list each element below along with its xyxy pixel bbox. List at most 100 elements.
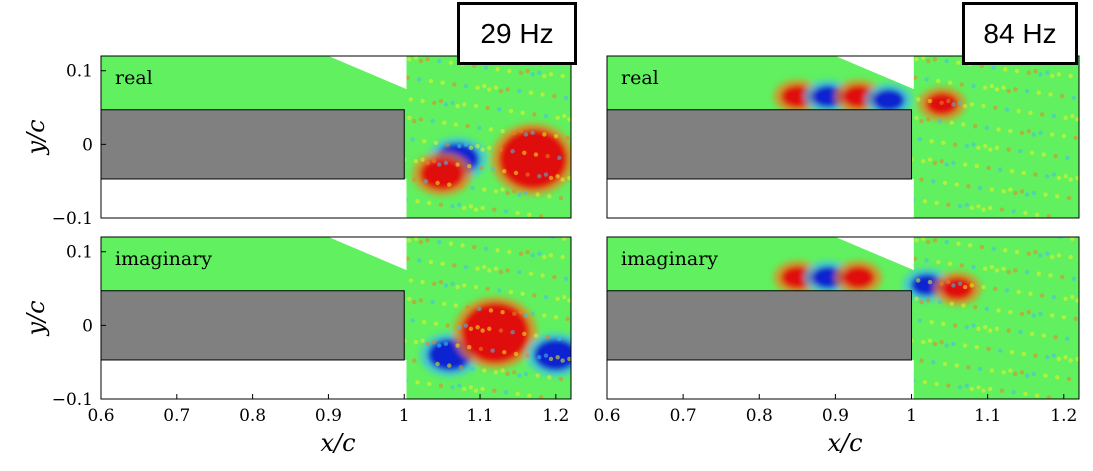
noise-speck xyxy=(500,128,505,134)
masked-region-bottom xyxy=(607,359,914,399)
noise-speck xyxy=(547,194,552,199)
noise-speck xyxy=(523,190,529,196)
noise-speck xyxy=(1050,132,1055,137)
noise-speck xyxy=(455,284,460,290)
noise-speck xyxy=(415,380,420,385)
noise-speck xyxy=(435,361,440,367)
noise-speck xyxy=(540,273,545,278)
noise-speck xyxy=(565,316,570,322)
noise-speck xyxy=(475,324,480,330)
noise-speck xyxy=(555,296,560,301)
noise-speck xyxy=(467,164,472,169)
noise-speck xyxy=(460,243,465,248)
airfoil-body xyxy=(101,109,405,180)
noise-speck xyxy=(470,366,475,372)
noise-speck xyxy=(954,182,959,187)
noise-speck xyxy=(1048,273,1053,278)
noise-speck xyxy=(542,254,547,260)
noise-speck xyxy=(1033,353,1038,358)
noise-speck xyxy=(1065,155,1070,161)
x-axis-label: x/c xyxy=(320,429,355,457)
masked-region-bottom xyxy=(101,178,407,218)
noise-speck xyxy=(1021,170,1026,176)
noise-speck xyxy=(952,142,958,147)
noise-speck xyxy=(477,125,482,131)
noise-speck xyxy=(455,343,460,348)
noise-speck xyxy=(407,238,412,243)
noise-speck xyxy=(552,274,557,280)
noise-speck xyxy=(1056,356,1062,362)
noise-speck xyxy=(998,348,1003,353)
noise-speck xyxy=(445,323,450,328)
frequency-label-29hz: 29 Hz xyxy=(457,2,577,65)
noise-speck xyxy=(1001,370,1006,375)
noise-speck xyxy=(1033,68,1038,74)
noise-speck xyxy=(547,375,552,380)
noise-speck xyxy=(944,162,949,167)
noise-speck xyxy=(927,98,933,104)
x-tick-label: 0.7 xyxy=(163,406,190,426)
airfoil-body xyxy=(607,109,913,180)
noise-speck xyxy=(971,264,976,270)
noise-speck xyxy=(505,190,510,196)
noise-speck xyxy=(455,162,460,167)
noise-speck xyxy=(1051,113,1057,119)
noise-speck xyxy=(457,324,462,330)
noise-speck xyxy=(1070,294,1075,300)
noise-speck xyxy=(988,386,993,392)
noise-speck xyxy=(983,266,988,271)
x-tick-label: 0.9 xyxy=(315,406,342,426)
noise-speck xyxy=(462,283,467,288)
noise-speck xyxy=(483,65,489,70)
noise-speck xyxy=(921,340,926,345)
noise-speck xyxy=(1041,152,1047,157)
noise-speck xyxy=(972,304,978,310)
noise-speck xyxy=(555,355,560,360)
noise-speck xyxy=(1013,190,1018,196)
noise-speck xyxy=(967,243,973,248)
x-tick-label: 0.6 xyxy=(593,406,620,426)
noise-speck xyxy=(981,103,986,109)
noise-speck xyxy=(951,341,956,347)
noise-speck xyxy=(563,276,569,281)
noise-speck xyxy=(988,205,993,211)
noise-speck xyxy=(488,308,494,313)
noise-speck xyxy=(1075,298,1079,303)
noise-speck xyxy=(517,88,522,94)
noise-speck xyxy=(1019,189,1025,194)
noise-speck xyxy=(1068,358,1073,363)
noise-speck xyxy=(977,185,983,191)
noise-speck xyxy=(1028,110,1033,115)
noise-speck xyxy=(432,159,437,164)
noise-speck xyxy=(487,268,492,273)
noise-speck xyxy=(493,370,499,375)
noise-speck xyxy=(932,160,938,166)
noise-speck xyxy=(1051,353,1057,358)
noise-speck xyxy=(922,199,928,204)
noise-speck xyxy=(413,340,419,345)
noise-speck xyxy=(432,100,437,105)
noise-speck xyxy=(542,313,547,318)
panel-frame xyxy=(100,236,572,400)
noise-speck xyxy=(939,281,944,286)
noise-speck xyxy=(956,241,961,246)
noise-speck xyxy=(413,159,419,164)
noise-speck xyxy=(1024,192,1030,197)
noise-speck xyxy=(437,343,442,348)
panel-label: real xyxy=(115,67,153,89)
noise-speck xyxy=(518,251,524,256)
noise-speck xyxy=(487,87,492,92)
noise-speck xyxy=(480,205,485,211)
noise-speck xyxy=(560,177,565,182)
noise-speck xyxy=(413,237,419,241)
y-tick-label: 0.1 xyxy=(66,62,93,82)
noise-speck xyxy=(1036,90,1042,95)
noise-speck xyxy=(542,73,547,79)
noise-speck xyxy=(418,298,424,303)
noise-speck xyxy=(537,251,542,256)
noise-speck xyxy=(949,301,954,307)
noise-speck xyxy=(543,353,549,358)
noise-speck xyxy=(924,258,929,263)
noise-speck xyxy=(560,73,565,79)
